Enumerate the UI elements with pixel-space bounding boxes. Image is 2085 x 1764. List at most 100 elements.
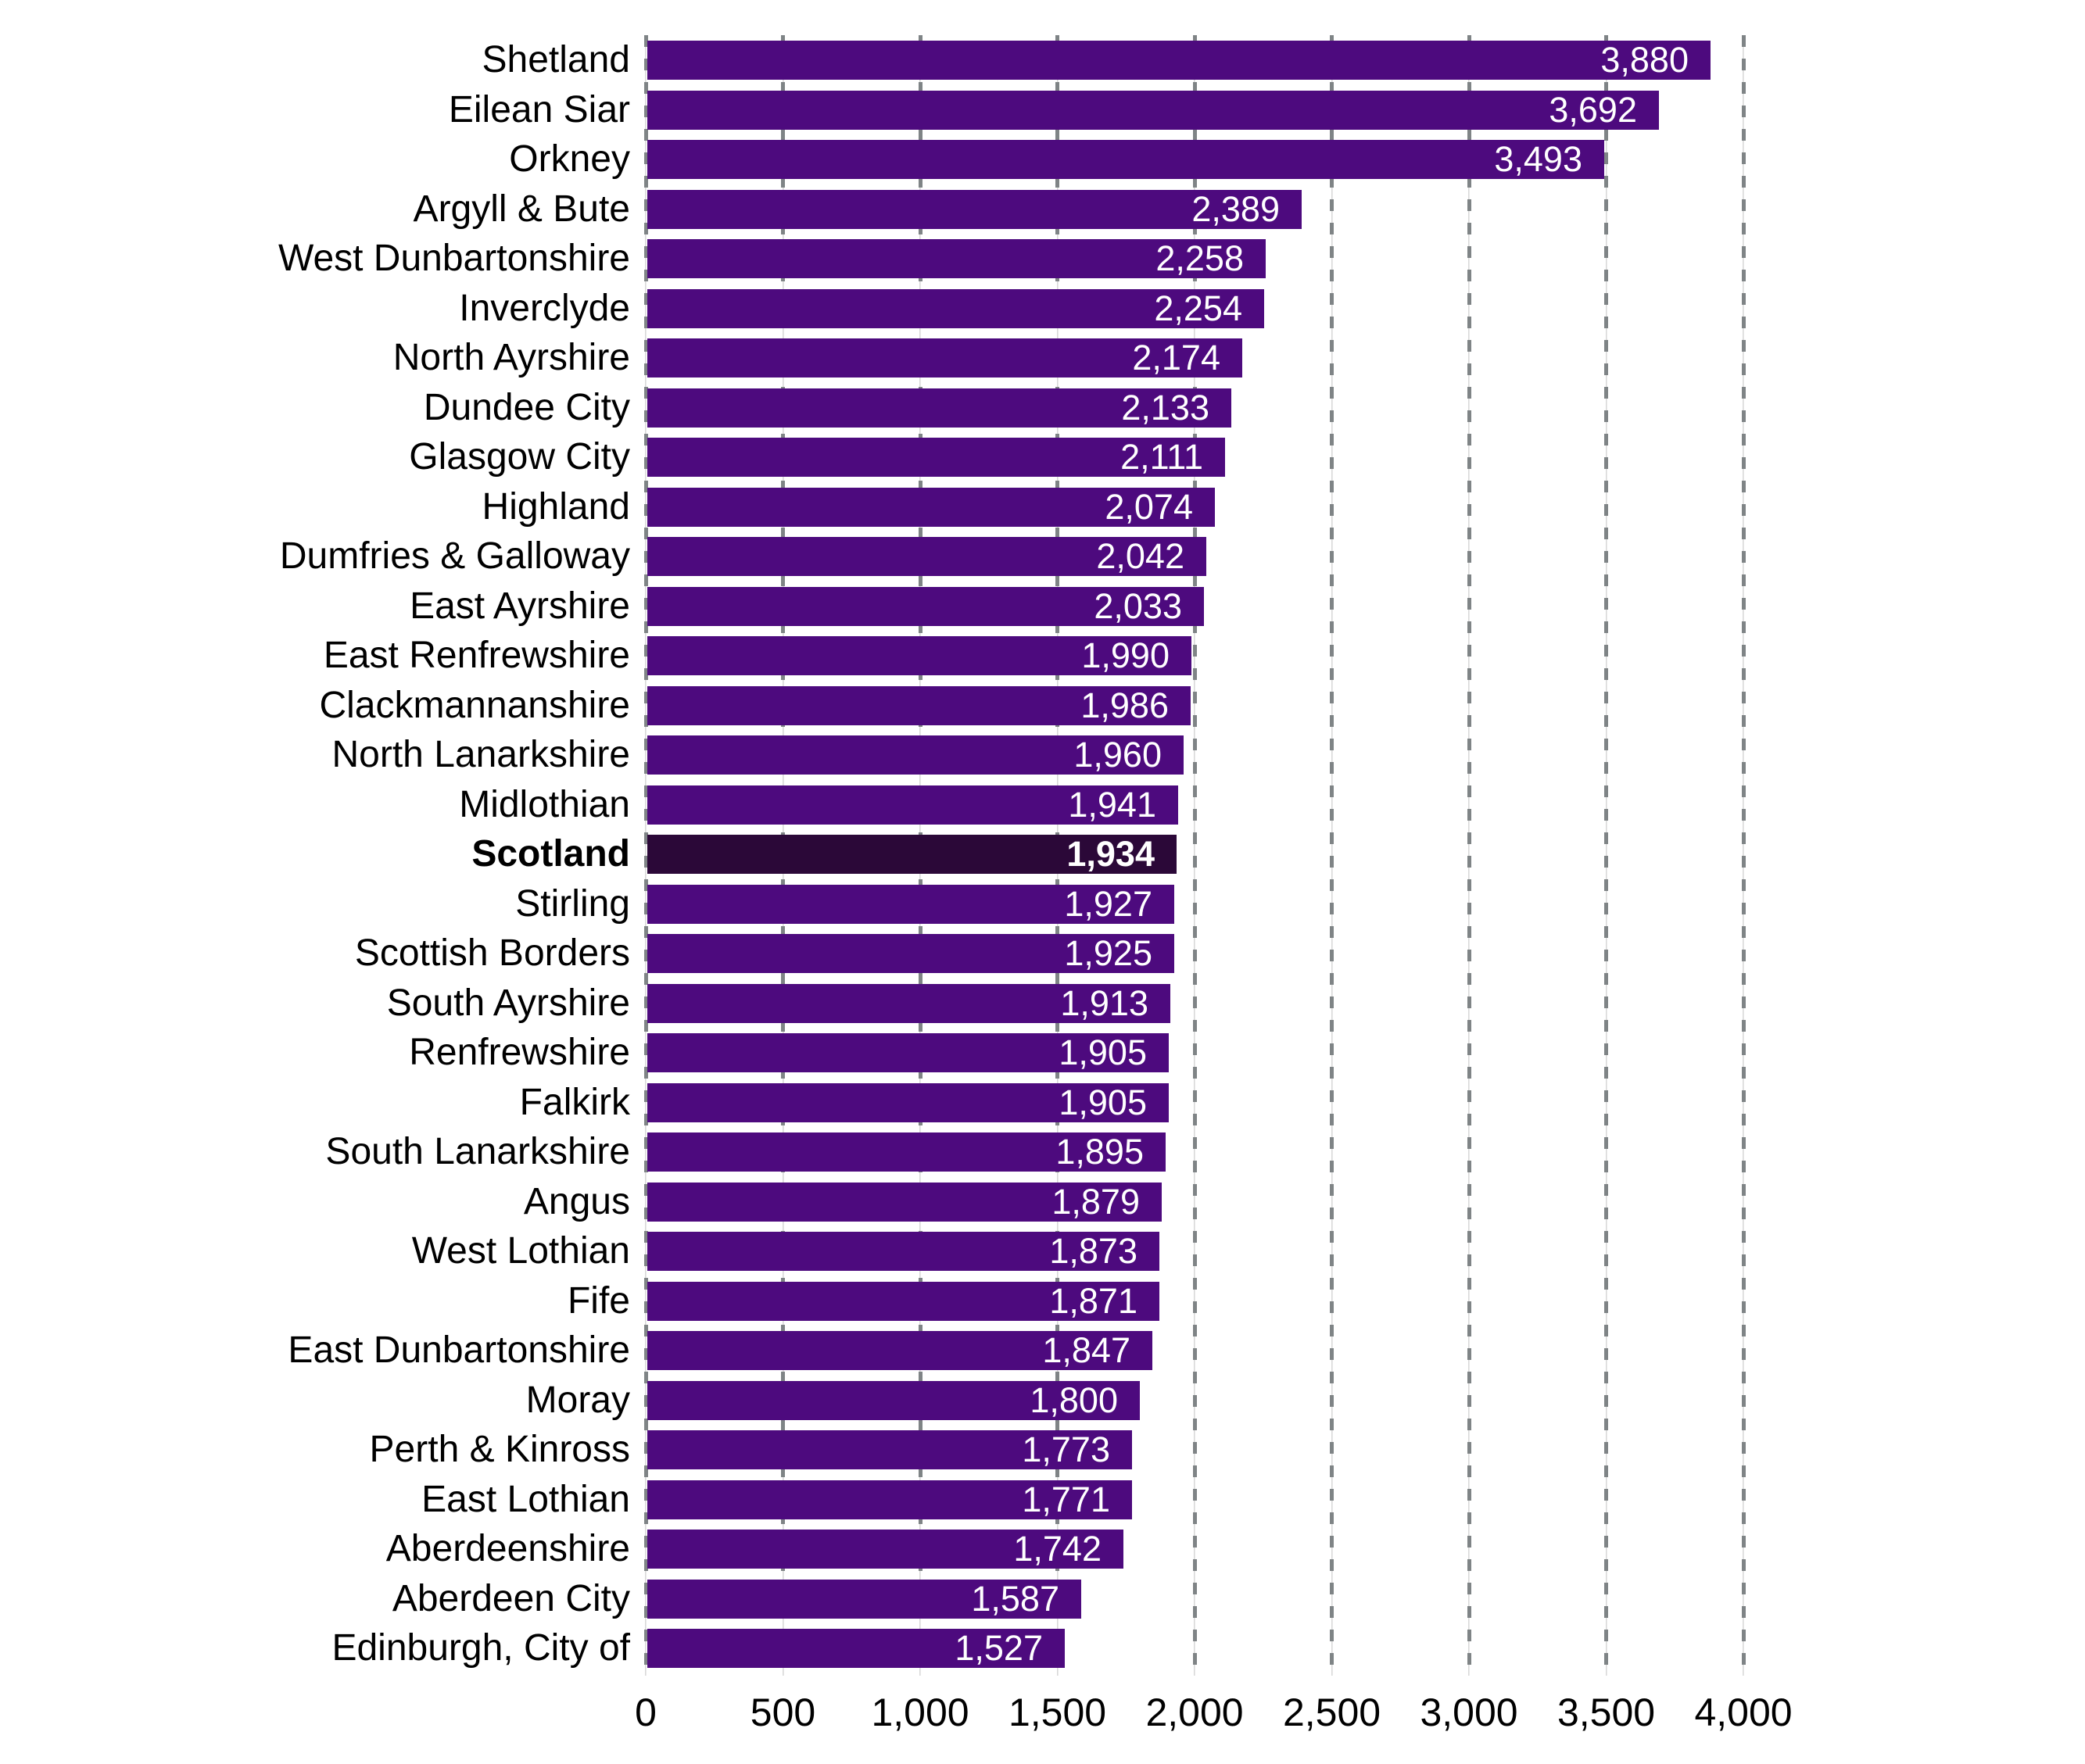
bar-value-label: 1,986 — [1080, 685, 1169, 725]
bar: 2,111 — [647, 438, 1225, 477]
x-tick-label: 3,000 — [1420, 1691, 1518, 1734]
bar: 1,527 — [647, 1629, 1065, 1668]
bar: 1,742 — [647, 1530, 1123, 1569]
category-label: Dumfries & Galloway — [279, 535, 630, 577]
bar-value-label: 2,074 — [1105, 486, 1193, 527]
category-label: Highland — [482, 485, 630, 528]
category-label: Orkney — [509, 138, 630, 180]
bar: 1,927 — [647, 883, 1174, 924]
category-label: South Ayrshire — [386, 982, 630, 1024]
x-tick-label: 2,000 — [1145, 1691, 1244, 1734]
category-label: Midlothian — [459, 783, 630, 825]
bar-value-label: 2,033 — [1094, 585, 1182, 626]
bar-value-label: 1,771 — [1022, 1479, 1110, 1519]
category-label: West Dunbartonshire — [278, 238, 630, 279]
category-label: Renfrewshire — [409, 1032, 630, 1073]
bar: 2,174 — [647, 338, 1242, 377]
category-label: Perth & Kinross — [369, 1429, 630, 1470]
x-tick-label: 4,000 — [1694, 1691, 1793, 1734]
bar-value-label: 1,879 — [1051, 1181, 1140, 1222]
category-label: Scottish Borders — [354, 932, 630, 974]
category-label: Fife — [567, 1279, 630, 1322]
bar-value-label: 3,692 — [1549, 89, 1637, 130]
bar-value-label: 1,934 — [1066, 834, 1155, 874]
bar: 3,880 — [647, 41, 1711, 80]
x-tick-label: 500 — [750, 1691, 816, 1734]
x-tick-label: 3,500 — [1557, 1691, 1656, 1734]
bar-value-label: 1,800 — [1030, 1379, 1118, 1420]
gridline-x-3500 — [1604, 35, 1608, 1676]
bar-value-label: 2,111 — [1120, 437, 1203, 477]
category-label: Argyll & Bute — [413, 188, 630, 230]
bar-value-label: 2,174 — [1132, 338, 1220, 377]
category-label: East Renfrewshire — [323, 635, 630, 676]
bar: 1,986 — [647, 685, 1191, 725]
category-label: Scotland — [471, 833, 630, 875]
category-label: Inverclyde — [459, 287, 630, 329]
bar-value-label: 1,871 — [1049, 1280, 1137, 1321]
gridline-x-3000 — [1467, 35, 1471, 1676]
bar-value-label: 3,880 — [1600, 40, 1689, 80]
category-label: North Lanarkshire — [331, 734, 630, 775]
bar: 3,692 — [647, 89, 1659, 130]
bar: 1,990 — [647, 636, 1191, 675]
bar: 1,879 — [647, 1181, 1162, 1222]
bar-value-label: 2,133 — [1121, 387, 1209, 428]
gridline-x-2500 — [1330, 35, 1334, 1676]
bar: 1,960 — [647, 735, 1184, 775]
gridline-x-2000 — [1192, 35, 1197, 1676]
bar: 2,133 — [647, 388, 1231, 428]
category-label: East Lothian — [421, 1478, 630, 1520]
bar-value-label: 2,389 — [1191, 188, 1280, 229]
bar-value-label: 2,254 — [1154, 288, 1242, 328]
bar-value-label: 1,773 — [1022, 1429, 1110, 1469]
bar-value-label: 1,742 — [1013, 1529, 1102, 1569]
gridline-x-4000 — [1741, 35, 1746, 1676]
category-label: East Ayrshire — [410, 585, 630, 627]
bar-value-label: 1,847 — [1042, 1330, 1130, 1370]
bar-value-label: 2,258 — [1155, 238, 1244, 278]
bar-value-label: 3,493 — [1494, 139, 1582, 179]
bar: 2,389 — [647, 188, 1302, 229]
bar: 2,258 — [647, 239, 1266, 278]
category-label: Stirling — [515, 882, 630, 925]
category-label: Aberdeenshire — [385, 1528, 630, 1569]
x-tick-label: 1,500 — [1008, 1691, 1107, 1734]
bar: 1,905 — [647, 1082, 1169, 1122]
bar: 2,254 — [647, 288, 1264, 328]
bar-value-label: 1,527 — [955, 1628, 1043, 1668]
bar: 1,771 — [647, 1480, 1132, 1519]
category-label: Falkirk — [519, 1081, 630, 1123]
bar: 1,913 — [647, 983, 1170, 1023]
category-label: Clackmannanshire — [319, 684, 630, 726]
x-tick-label: 2,500 — [1282, 1691, 1381, 1734]
category-label: East Dunbartonshire — [288, 1329, 630, 1371]
category-label: Shetland — [482, 39, 631, 81]
category-label: North Ayrshire — [392, 337, 630, 378]
category-label: Dundee City — [423, 386, 630, 428]
bar-value-label: 1,873 — [1049, 1231, 1137, 1271]
bar: 3,493 — [647, 140, 1604, 179]
category-label: Angus — [523, 1180, 630, 1222]
bar-value-label: 1,925 — [1064, 933, 1152, 973]
bar: 2,033 — [647, 585, 1204, 626]
category-label: South Lanarkshire — [325, 1131, 630, 1172]
bar-value-label: 1,990 — [1081, 635, 1170, 675]
category-label: Eilean Siar — [448, 88, 630, 131]
bar: 1,587 — [647, 1579, 1081, 1619]
category-label: Moray — [525, 1379, 630, 1421]
bar-value-label: 1,905 — [1059, 1032, 1147, 1072]
bar: 1,873 — [647, 1232, 1159, 1271]
bar-value-label: 1,927 — [1064, 883, 1152, 924]
bar: 1,925 — [647, 934, 1174, 973]
bar: 1,895 — [647, 1132, 1166, 1172]
y-axis-line — [643, 35, 648, 1676]
bar: 1,847 — [647, 1331, 1152, 1370]
category-label: Aberdeen City — [392, 1577, 630, 1619]
bar-highlight: 1,934 — [647, 835, 1177, 874]
bar-value-label: 1,895 — [1055, 1132, 1144, 1172]
x-tick-label: 0 — [635, 1691, 657, 1734]
bar: 1,941 — [647, 785, 1178, 825]
bar-value-label: 2,042 — [1096, 536, 1184, 576]
